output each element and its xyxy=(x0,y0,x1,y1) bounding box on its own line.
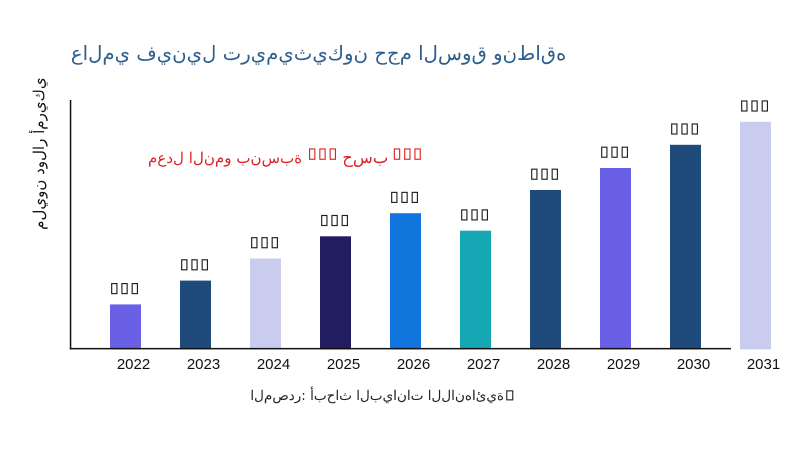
svg-text:2028: 2028 xyxy=(537,356,570,373)
svg-text:2026: 2026 xyxy=(397,356,430,373)
svg-text:2022: 2022 xyxy=(117,356,150,373)
svg-text:2025: 2025 xyxy=(327,356,360,373)
svg-text:2027: 2027 xyxy=(467,356,500,373)
svg-text:2029: 2029 xyxy=(607,356,640,373)
svg-text:2031: 2031 xyxy=(747,356,780,373)
svg-text:2030: 2030 xyxy=(677,356,710,373)
svg-text:2024: 2024 xyxy=(257,356,290,373)
svg-text:2023: 2023 xyxy=(187,356,220,373)
